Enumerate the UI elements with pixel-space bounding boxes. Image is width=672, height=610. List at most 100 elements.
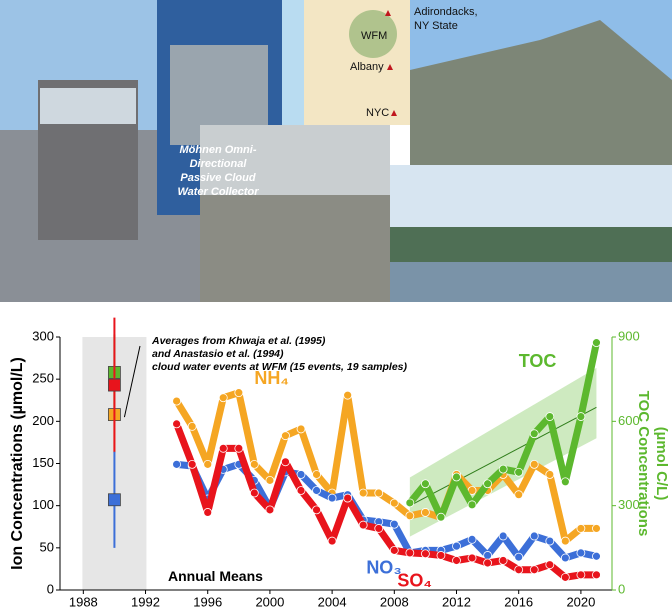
y-tick-label: 150 xyxy=(32,455,54,470)
data-point xyxy=(265,505,275,515)
data-point xyxy=(296,470,306,479)
data-point xyxy=(343,493,353,503)
data-point xyxy=(265,475,275,485)
annotation: Averages from Khwaja et al. (1995) xyxy=(151,335,326,347)
data-point xyxy=(172,419,182,429)
data-point xyxy=(436,512,446,522)
map-marker xyxy=(385,10,391,16)
x-tick-label: 2012 xyxy=(442,594,471,609)
data-point xyxy=(327,493,337,503)
photo-mountain-sky xyxy=(410,0,672,80)
data-point xyxy=(467,486,477,495)
data-point xyxy=(389,545,399,555)
x-tick-label: 2008 xyxy=(380,594,409,609)
map-label: WFM xyxy=(361,30,387,42)
data-point xyxy=(281,457,290,467)
data-point xyxy=(249,459,259,469)
data-point xyxy=(405,511,415,521)
y-tick-label: 0 xyxy=(47,581,54,596)
data-point xyxy=(187,421,197,431)
data-point xyxy=(576,548,586,558)
data-point xyxy=(545,412,555,421)
data-point xyxy=(514,552,524,562)
photo-people-sky xyxy=(200,125,390,195)
map-water xyxy=(282,0,304,125)
data-point xyxy=(467,553,477,563)
photo-lake-sky xyxy=(390,165,672,227)
series-line xyxy=(173,389,597,545)
data-point xyxy=(296,486,306,495)
data-point xyxy=(218,393,228,403)
chart: 0 50 100 150 200 250 300 0 300 600 900 1988 1992 1996… xyxy=(9,317,670,609)
data-point xyxy=(172,459,182,469)
x-tick-label: 2000 xyxy=(255,594,284,609)
data-point xyxy=(514,490,524,500)
series-label: NH₄ xyxy=(254,368,289,388)
data-point xyxy=(483,551,493,560)
data-point xyxy=(467,535,477,544)
data-point xyxy=(529,531,539,541)
data-point xyxy=(343,390,353,400)
data-point xyxy=(529,429,539,439)
data-point xyxy=(389,498,399,508)
data-point xyxy=(576,524,586,533)
data-point xyxy=(452,541,461,551)
y-axis-label: Ion Concentrations (µmol/L) xyxy=(9,357,26,570)
data-point xyxy=(234,443,244,453)
data-point xyxy=(281,431,290,441)
data-point xyxy=(452,472,461,482)
data-point xyxy=(514,467,524,477)
x-tick-label: 1992 xyxy=(131,594,160,609)
y2-tick-label: 300 xyxy=(618,497,640,512)
data-point xyxy=(421,479,430,489)
collector-label: Directional xyxy=(190,158,248,170)
data-point xyxy=(560,477,570,487)
data-point xyxy=(249,488,259,498)
collector-label: Möhnen Omni- xyxy=(180,144,257,156)
data-point xyxy=(327,536,337,546)
data-point xyxy=(203,459,213,469)
data-point xyxy=(576,412,586,421)
data-point xyxy=(483,558,493,568)
data-point xyxy=(514,565,524,575)
map-marker xyxy=(387,64,393,70)
data-point xyxy=(187,459,197,469)
data-point xyxy=(436,551,446,560)
data-point xyxy=(358,488,368,498)
data-point xyxy=(560,536,570,546)
data-point xyxy=(592,338,601,348)
y-tick-label: 300 xyxy=(32,328,54,343)
y2-axis-label: (µmol C/L) xyxy=(653,427,670,501)
data-point xyxy=(529,565,539,575)
data-point xyxy=(203,508,213,517)
y-tick-label: 200 xyxy=(32,413,54,428)
x-tick-label: 2004 xyxy=(318,594,347,609)
data-point xyxy=(545,560,555,570)
x-tick-label: 2020 xyxy=(566,594,595,609)
y-tick-label: 250 xyxy=(32,371,54,386)
data-point xyxy=(172,396,182,406)
data-point xyxy=(234,388,244,398)
data-point xyxy=(374,524,384,533)
y2-tick-label: 900 xyxy=(618,328,640,343)
y2-tick-label: 0 xyxy=(618,581,625,596)
photo-tower-windows xyxy=(40,88,136,124)
annotation: cloud water events at WFM (15 events, 19… xyxy=(152,361,408,373)
data-point xyxy=(560,553,570,563)
data-point xyxy=(576,570,586,580)
data-point xyxy=(312,505,321,515)
data-point xyxy=(405,498,415,508)
data-point xyxy=(498,531,508,541)
y-tick-label: 50 xyxy=(40,539,54,554)
map-region-circle xyxy=(349,10,397,58)
x-tick-label: 1988 xyxy=(69,594,98,609)
data-point xyxy=(560,572,570,582)
data-point xyxy=(498,556,508,565)
historical-mean xyxy=(108,378,121,392)
map-label: Adirondacks, xyxy=(414,6,478,18)
data-point xyxy=(529,459,539,469)
collector-label: Water Collector xyxy=(177,186,259,198)
y-tick-label: 100 xyxy=(32,497,54,512)
toc-trend-band xyxy=(409,367,597,537)
